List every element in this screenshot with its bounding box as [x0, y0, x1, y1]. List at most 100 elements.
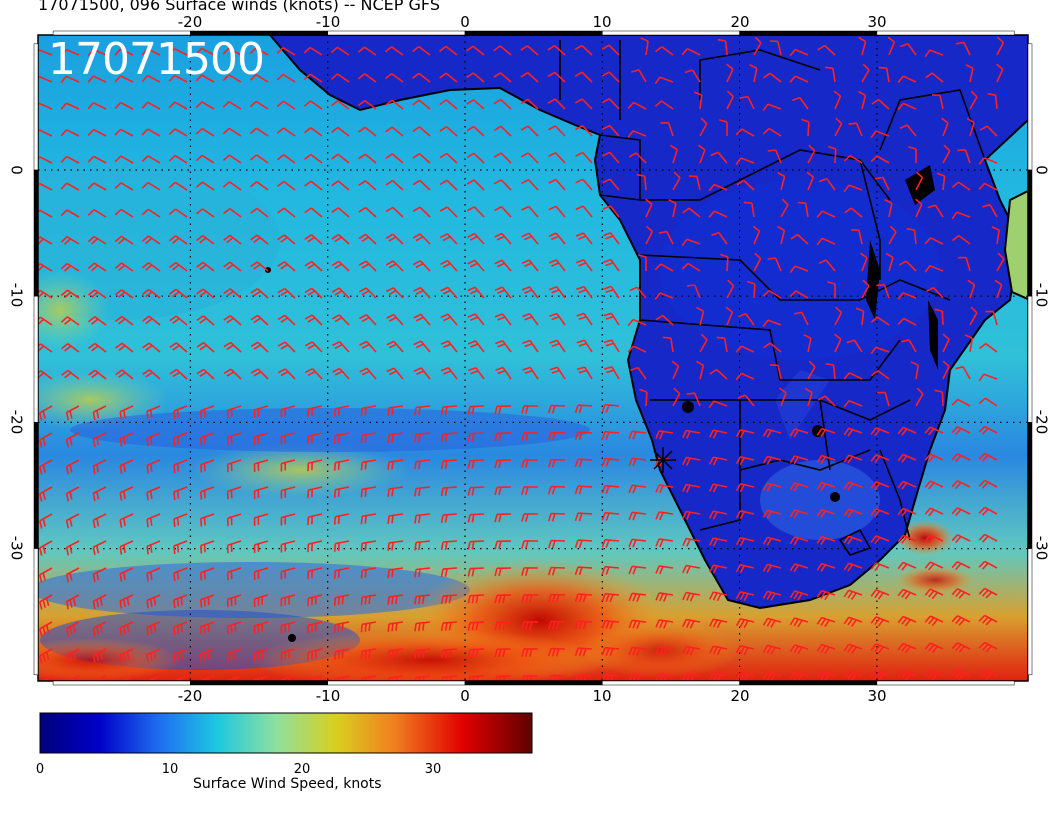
wind-barb	[304, 234, 323, 245]
wind-barb	[601, 619, 620, 630]
wind-barb	[726, 279, 735, 299]
wind-barb	[439, 206, 458, 218]
wind-barb	[307, 675, 323, 681]
wind-barb	[173, 432, 188, 447]
wind-barb	[827, 281, 836, 299]
wind-barb	[195, 181, 215, 191]
wind-barb	[305, 367, 323, 380]
wind-barb	[686, 392, 701, 407]
wind-barb	[708, 510, 728, 520]
wind-barb	[870, 562, 890, 572]
wind-barb	[304, 260, 323, 272]
wind-barb	[951, 534, 971, 544]
wind-barb	[628, 673, 647, 681]
wind-barb	[387, 621, 404, 632]
wind-barb	[304, 341, 323, 353]
wind-barb	[196, 315, 215, 326]
frame-segment	[602, 680, 740, 686]
wind-barb	[688, 175, 701, 191]
wind-barb	[547, 566, 566, 576]
frame-segment	[464, 680, 603, 686]
wind-barb	[200, 567, 215, 581]
wind-barb	[169, 368, 188, 380]
wind-barb	[827, 145, 837, 164]
wind-barb	[769, 364, 782, 380]
wind-barb	[965, 63, 974, 83]
wind-barb	[936, 172, 946, 191]
wind-barb	[951, 615, 971, 626]
wind-barb	[843, 616, 863, 627]
wind-barb	[303, 46, 323, 56]
wind-barb	[141, 208, 161, 218]
wind-barb	[92, 648, 107, 664]
wind-barb	[654, 263, 674, 272]
wind-barb	[276, 154, 296, 164]
wind-barb	[601, 646, 620, 657]
wind-barb	[910, 361, 919, 380]
wind-barb	[385, 126, 404, 137]
lon-label-bottom: -20	[177, 687, 203, 705]
wind-barb	[696, 360, 705, 380]
wind-barb	[387, 540, 404, 551]
wind-barb	[548, 205, 566, 218]
wind-barb	[726, 63, 734, 83]
wind-barb	[493, 72, 512, 83]
wind-barb	[439, 99, 458, 110]
wind-barb	[870, 346, 890, 355]
lon-label-top: -20	[177, 13, 203, 31]
wind-barb	[250, 234, 269, 245]
wind-barb	[333, 405, 350, 417]
wind-barb	[682, 510, 701, 520]
wind-barb	[169, 315, 188, 326]
wind-barb	[549, 339, 566, 353]
wind-barb	[966, 117, 975, 137]
wind-barb	[934, 389, 944, 407]
wind-barb	[603, 312, 620, 326]
wind-barb	[200, 594, 215, 608]
wind-barb	[576, 285, 593, 299]
wind-barb	[672, 387, 681, 407]
wind-barb	[994, 279, 1003, 299]
wind-barb	[601, 565, 620, 575]
wind-barb	[682, 645, 701, 656]
wind-barb	[870, 589, 890, 600]
wind-barb	[196, 368, 215, 380]
wind-barb	[168, 74, 188, 83]
wind-barb	[307, 648, 323, 661]
wind-barb	[547, 539, 566, 549]
wind-barb	[200, 540, 215, 554]
wind-barb	[466, 99, 485, 110]
wind-barb	[628, 430, 647, 440]
wind-barb	[439, 72, 458, 83]
wind-barb	[168, 128, 188, 137]
wind-barb	[387, 432, 404, 443]
wind-barb	[790, 233, 809, 245]
wind-barb	[413, 313, 431, 326]
wind-barb	[629, 286, 647, 299]
wind-barb	[897, 480, 917, 490]
wind-barb	[792, 96, 809, 110]
wind-barb	[708, 564, 728, 574]
wind-barb	[440, 540, 458, 551]
wind-barb	[358, 99, 377, 110]
wind-barb	[996, 252, 1005, 272]
wind-barb	[253, 648, 269, 661]
wind-barb	[387, 486, 404, 497]
wind-barb	[574, 512, 593, 522]
wind-barb	[924, 669, 944, 681]
wind-barb	[360, 486, 377, 498]
wind-barb	[735, 672, 755, 681]
wind-barb	[414, 513, 431, 524]
wind-barb	[307, 405, 323, 418]
wind-barb	[412, 126, 431, 137]
wind-barb	[414, 675, 431, 681]
wind-barb	[360, 513, 377, 525]
wind-barb	[735, 564, 755, 574]
wind-barb	[495, 366, 512, 380]
wind-barb	[726, 90, 735, 110]
wind-barb	[735, 618, 755, 628]
wind-barb	[843, 535, 863, 545]
wind-barb	[978, 182, 998, 191]
wind-barb	[575, 232, 593, 245]
wind-barb	[834, 333, 842, 353]
